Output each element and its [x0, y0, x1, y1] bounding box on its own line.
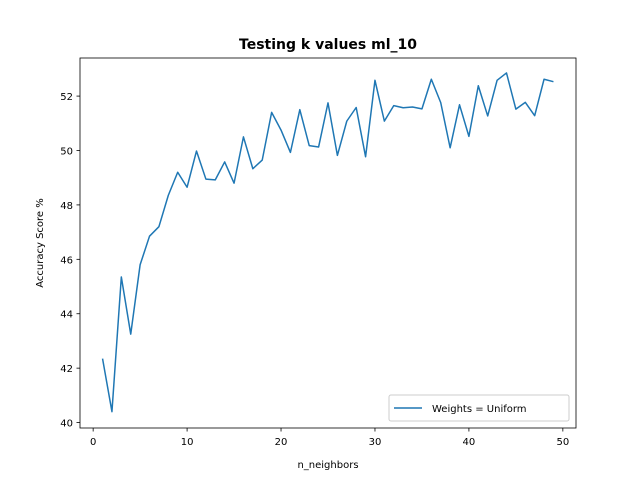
y-tick-label: 46	[60, 255, 73, 266]
x-axis: 0 10 20 30 40 50	[90, 428, 569, 448]
y-tick-label: 50	[60, 147, 73, 158]
y-tick-label: 48	[60, 201, 73, 212]
x-tick-label: 30	[369, 437, 382, 448]
legend: Weights = Uniform	[388, 394, 570, 422]
x-tick-label: 10	[181, 437, 194, 448]
y-tick-label: 44	[60, 310, 73, 321]
y-axis: 40 42 44 46 48 50 52	[60, 92, 80, 430]
y-tick-label: 42	[60, 364, 73, 375]
x-tick-label: 0	[90, 437, 96, 448]
series-layer	[101, 72, 554, 413]
x-tick-label: 20	[275, 437, 288, 448]
plot-frame	[79, 57, 577, 429]
y-axis-label: Accuracy Score %	[35, 198, 46, 288]
plot-area	[80, 58, 576, 428]
x-tick-label: 50	[556, 437, 569, 448]
legend-label: Weights = Uniform	[432, 404, 527, 415]
chart-title: Testing k values ml_10	[239, 37, 417, 53]
y-tick-label: 40	[60, 419, 73, 430]
legend-box	[388, 394, 570, 422]
x-tick-label: 40	[463, 437, 476, 448]
y-tick-label: 52	[60, 92, 73, 103]
x-axis-label: n_neighbors	[297, 460, 358, 471]
